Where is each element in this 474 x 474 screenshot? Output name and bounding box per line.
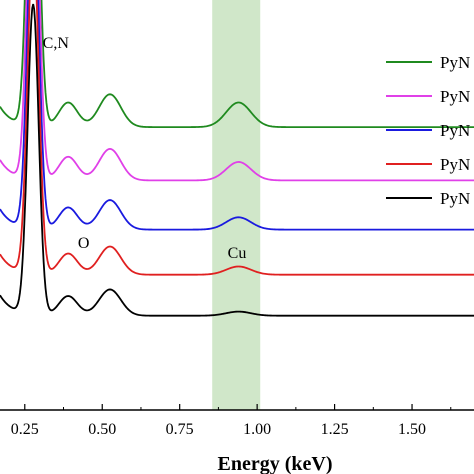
x-tick-label: 1.50 [398,421,426,438]
legend: PyN PyN PyN PyN PyN [386,53,470,208]
annotation-cu: Cu [228,245,247,262]
x-tick-label: 0.75 [166,421,194,438]
spectrum-line-4 [0,0,474,276]
x-axis: 0.25 0.50 0.75 1.00 1.25 1.50 [0,404,474,438]
x-tick-label: 0.25 [11,421,39,438]
legend-label-4: PyN [440,155,470,174]
cu-highlight-band-layer [212,0,261,410]
spectrum-line-1 [0,0,474,128]
spectrum-line-3 [0,0,474,231]
peak-annotations: C,N O Cu [43,35,247,262]
spectrum-line-5 [0,3,474,317]
cu-highlight-band [212,0,261,410]
x-tick-label: 1.00 [243,421,271,438]
legend-label-1: PyN [440,53,470,72]
annotation-o: O [78,235,90,252]
legend-label-5: PyN [440,189,470,208]
x-tick-label: 1.25 [321,421,349,438]
series-layer [0,0,474,317]
legend-label-2: PyN [440,87,470,106]
x-tick-label: 0.50 [88,421,116,438]
spectrum-line-2 [0,0,474,182]
legend-label-3: PyN [440,121,470,140]
annotation-cn: C,N [43,35,70,52]
x-axis-title: Energy (keV) [218,453,333,474]
